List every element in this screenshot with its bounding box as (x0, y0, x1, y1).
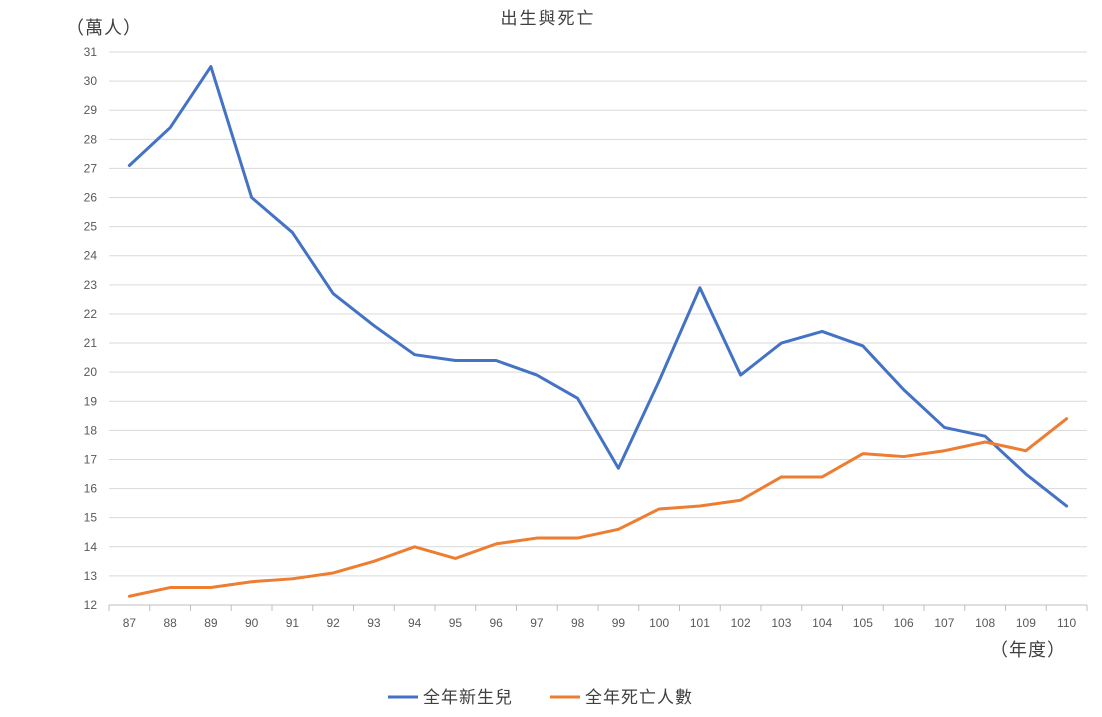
x-tick-label: 102 (731, 616, 751, 630)
y-tick-label: 19 (84, 394, 98, 408)
x-tick-label: 110 (1057, 616, 1076, 630)
y-tick-label: 13 (84, 569, 98, 583)
x-tick-label: 98 (571, 616, 585, 630)
legend: 全年新生兒 全年死亡人數 (388, 688, 693, 708)
x-tick-label: 93 (367, 616, 381, 630)
y-tick-label: 26 (84, 191, 98, 205)
y-tick-label: 28 (84, 132, 98, 146)
x-tick-label: 99 (612, 616, 626, 630)
x-tick-label: 104 (812, 616, 832, 630)
y-tick-label: 15 (84, 511, 98, 525)
x-tick-label: 92 (326, 616, 340, 630)
y-tick-label: 22 (84, 307, 98, 321)
y-tick-label: 23 (84, 278, 98, 292)
x-tick-label: 101 (690, 616, 710, 630)
y-tick-label: 27 (84, 161, 98, 175)
y-tick-label: 16 (84, 482, 98, 496)
x-tick-label: 106 (894, 616, 914, 630)
y-tick-label: 30 (84, 74, 98, 88)
x-tick-label: 109 (1016, 616, 1036, 630)
x-tick-label: 105 (853, 616, 873, 630)
legend-label: 全年死亡人數 (585, 688, 693, 708)
x-tick-label: 100 (649, 616, 669, 630)
legend-label: 全年新生兒 (423, 688, 513, 708)
x-axis-unit-label: （年度） (990, 640, 1066, 661)
y-tick-label: 29 (84, 103, 98, 117)
x-tick-label: 90 (245, 616, 259, 630)
y-tick-label: 17 (84, 452, 98, 466)
x-tick-label: 87 (123, 616, 137, 630)
y-tick-label: 31 (84, 45, 98, 59)
x-tick-labels: 87 88 89 90 91 92 93 94 95 96 97 98 99 100 101 102 103 10… (123, 616, 1077, 630)
x-tick-label: 95 (449, 616, 463, 630)
y-tick-label: 25 (84, 220, 98, 234)
x-tick-label: 91 (286, 616, 300, 630)
chart-title: 出生與死亡 (501, 9, 596, 29)
y-tick-label: 20 (84, 365, 98, 379)
series-line-1 (127, 65, 1069, 508)
series-line-2 (127, 417, 1069, 598)
y-tick-labels: 12 13 14 15 16 17 18 19 20 21 22 23 24 25 26 27 28 29 30 31 (84, 45, 98, 612)
x-tick-label: 96 (489, 616, 503, 630)
series-lines (127, 65, 1069, 598)
y-tick-label: 18 (84, 423, 98, 437)
gridlines (109, 51, 1087, 577)
y-tick-label: 21 (84, 336, 98, 350)
x-tick-label: 107 (934, 616, 954, 630)
x-tick-label: 108 (975, 616, 995, 630)
y-tick-label: 12 (84, 598, 98, 612)
x-tick-label: 103 (771, 616, 791, 630)
x-tick-label: 88 (163, 616, 177, 630)
x-tick-label: 94 (408, 616, 422, 630)
y-tick-label: 14 (84, 540, 98, 554)
x-axis (108, 604, 1088, 611)
y-tick-label: 24 (84, 249, 98, 263)
x-tick-label: 97 (530, 616, 544, 630)
x-tick-label: 89 (204, 616, 218, 630)
y-axis-unit-label: （萬人） (66, 18, 142, 39)
